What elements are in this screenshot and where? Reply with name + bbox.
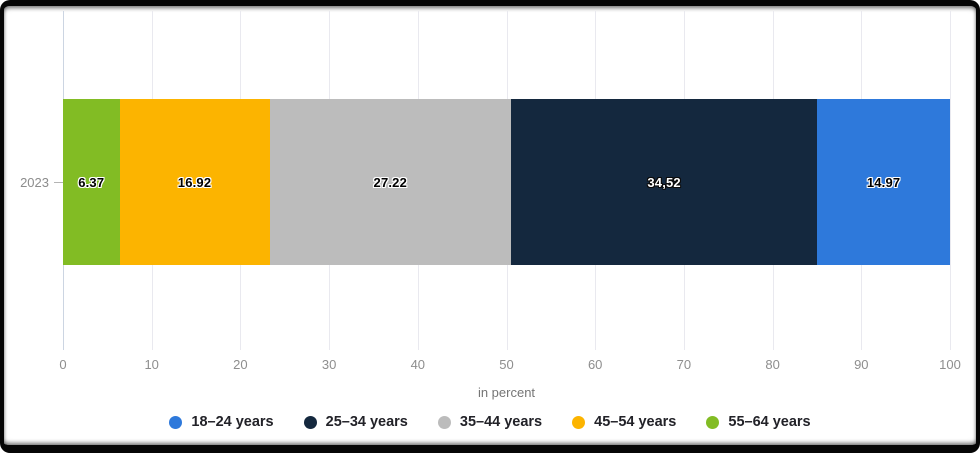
y-axis: 2023: [4, 174, 63, 190]
legend-label: 35–44 years: [459, 414, 543, 430]
bar-segment[interactable]: 27.22: [269, 99, 512, 265]
legend-item[interactable]: 25–34 years: [303, 414, 408, 430]
y-tick-mark: [54, 181, 63, 183]
x-axis-title: in percent: [477, 385, 536, 400]
legend-item[interactable]: 45–54 years: [572, 414, 676, 430]
stacked-bar: 6.37 16.92 27.22 34,52 14.97: [63, 99, 950, 265]
bar-segment-value: 14.97: [866, 174, 901, 190]
legend-dot-icon: [437, 415, 451, 429]
x-tick-label: 30: [321, 357, 337, 372]
legend-item[interactable]: 35–44 years: [437, 414, 543, 430]
x-tick-label: 60: [587, 357, 603, 372]
x-tick-label: 90: [854, 357, 869, 372]
legend-item[interactable]: 18–24 years: [169, 414, 274, 430]
x-tick-label: 0: [59, 357, 67, 372]
legend-label: 55–64 years: [728, 414, 811, 430]
bar-segment[interactable]: 6.37: [63, 99, 120, 265]
x-tick-label: 50: [499, 357, 514, 372]
legend-label: 25–34 years: [325, 414, 408, 430]
y-axis-category-label: 2023: [20, 174, 49, 190]
x-tick-label: 70: [676, 357, 692, 372]
x-tick-label: 80: [765, 357, 780, 372]
bar-segment-value: 16.92: [177, 174, 212, 190]
x-tick-label: 100: [939, 357, 961, 372]
plot-area: 6.37 16.92 27.22 34,52 14.97 0 10 20 30 40 50 60 70…: [59, 6, 961, 445]
bar-segment[interactable]: 34,52: [511, 99, 818, 265]
legend-label: 18–24 years: [191, 414, 274, 430]
bar-segment-value: 34,52: [647, 174, 681, 190]
legend-dot-icon: [303, 415, 317, 429]
legend-dot-icon: [169, 415, 183, 429]
bar-segment-value: 27.22: [373, 174, 408, 190]
legend-label: 45–54 years: [594, 414, 677, 430]
chart-content: 6.37 16.92 27.22 34,52 14.97 0 10 20 30 40 50 60 70…: [4, 6, 976, 445]
bar-segment[interactable]: 16.92: [119, 99, 270, 265]
x-tick-label: 40: [410, 357, 426, 372]
x-tick-label: 10: [144, 357, 159, 372]
legend-item[interactable]: 55–64 years: [706, 414, 811, 430]
legend: 18–24 years 25–34 years 35–44 years 45–54 y…: [4, 414, 976, 430]
gridline: [950, 11, 951, 350]
legend-dot-icon: [572, 415, 586, 429]
x-tick-label: 20: [233, 357, 248, 372]
bar-segment[interactable]: 14.97: [817, 99, 950, 265]
bar-segment-value: 6.37: [78, 174, 105, 190]
legend-dot-icon: [706, 415, 720, 429]
